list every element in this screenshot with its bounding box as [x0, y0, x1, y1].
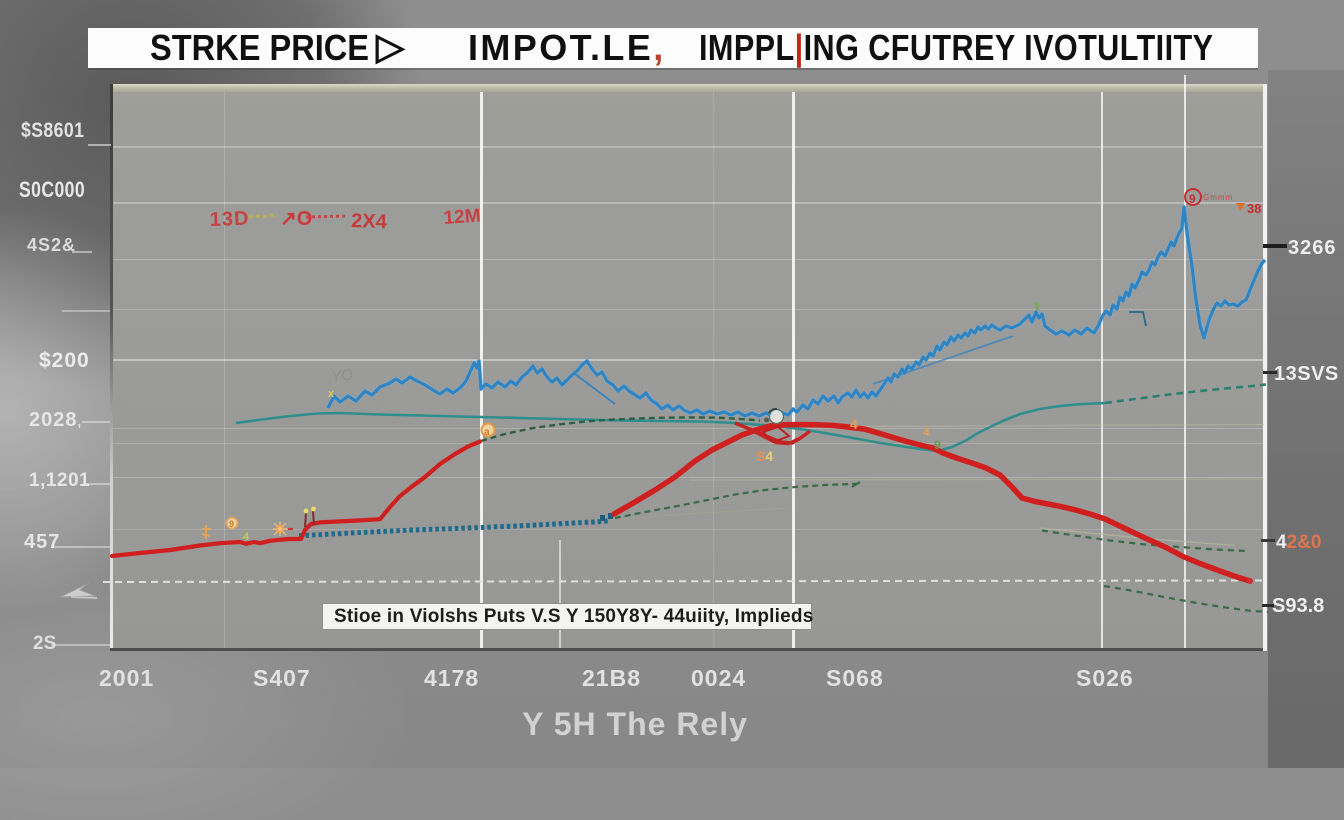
- svg-text:38: 38: [1247, 201, 1261, 216]
- svg-text:S4: S4: [756, 448, 773, 464]
- svg-text:12M: 12M: [443, 205, 481, 229]
- svg-text:a: a: [484, 427, 490, 438]
- svg-text:YO: YO: [330, 366, 354, 386]
- svg-text:4: 4: [243, 531, 250, 543]
- svg-text:↗O: ↗O: [280, 208, 312, 230]
- svg-text:Gmmm: Gmmm: [1203, 193, 1233, 202]
- svg-text:9: 9: [1189, 192, 1196, 206]
- svg-text:9: 9: [934, 438, 941, 452]
- svg-text:4: 4: [850, 416, 858, 432]
- svg-text:9: 9: [229, 519, 234, 529]
- svg-text:13D: 13D: [209, 208, 249, 231]
- svg-text:x: x: [328, 388, 335, 400]
- svg-text:2X4: 2X4: [351, 210, 388, 233]
- svg-text:4: 4: [923, 425, 930, 439]
